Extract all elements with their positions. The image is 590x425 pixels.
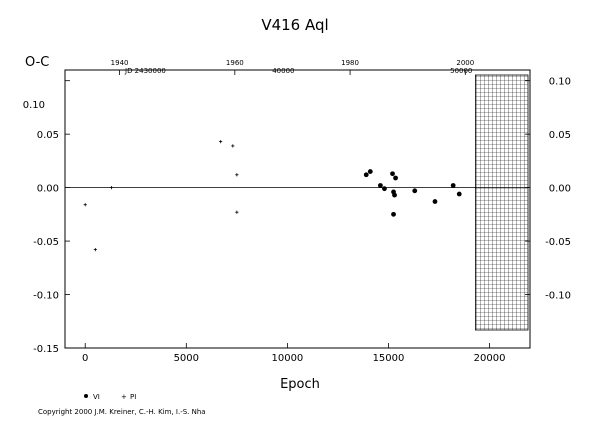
data-point-vi — [382, 186, 387, 192]
data-point-vi — [367, 169, 373, 174]
top-year-axis: 1940 1960 1980 2000 — [111, 59, 474, 75]
data-point-pi — [83, 203, 87, 207]
y-right-tick-label: 0.05 — [549, 130, 571, 141]
x-tick-label: 15000 — [373, 353, 405, 364]
legend-pi-label: PI — [130, 393, 136, 401]
year-tick-label: 1960 — [226, 59, 244, 67]
legend-vi-label: VI — [93, 393, 100, 401]
y-tick-label: -0.15 — [33, 344, 59, 355]
data-point-pi — [235, 210, 239, 214]
data-point-pi — [231, 144, 235, 148]
y-right-tick-label: -0.10 — [545, 291, 571, 302]
data-point-vi — [432, 199, 438, 204]
x-tick-label: 20000 — [474, 353, 506, 364]
data-point-vi — [393, 175, 398, 181]
plot-frame — [64, 69, 531, 349]
y-tick-label: -0.05 — [33, 237, 59, 248]
x-tick-label: 5000 — [174, 353, 199, 364]
y-axis-right-ticks: 0.10 0.05 0.00 -0.05 -0.10 — [525, 77, 571, 302]
y-right-tick-label: 0.10 — [549, 77, 571, 88]
y-tick-label: 0.00 — [37, 184, 59, 195]
data-point-vi — [363, 172, 369, 178]
y-top-left-label: 0.10 — [23, 100, 45, 111]
data-point-vi — [391, 211, 396, 217]
y-tick-label: 0.05 — [37, 130, 59, 141]
data-point-pi — [93, 248, 97, 252]
legend-pi-marker: + — [121, 393, 127, 401]
y-axis-label: O-C — [25, 55, 49, 70]
data-point-vi — [450, 183, 456, 188]
x-tick-label: 0 — [82, 353, 88, 364]
year-tick-label: 1940 — [111, 59, 129, 67]
chart-title: V416 Aql — [261, 16, 328, 34]
jd-tick-label: 50000 — [450, 67, 472, 75]
data-point-pi — [109, 186, 114, 190]
data-point-pi — [219, 140, 223, 144]
year-tick-label: 2000 — [456, 59, 474, 67]
data-point-vi — [456, 191, 462, 197]
x-axis-ticks: 0 5000 10000 15000 20000 — [82, 343, 505, 364]
y-axis-ticks: 0.05 0.00 -0.05 -0.10 -0.15 — [33, 80, 70, 355]
jd-axis: 40000 50000 — [272, 67, 472, 75]
data-point-vi — [377, 183, 383, 188]
data-point-vi — [392, 192, 397, 198]
y-right-tick-label: 0.00 — [549, 184, 571, 195]
year-tick-label: 1980 — [341, 59, 359, 67]
x-axis-label: Epoch — [280, 377, 320, 392]
jd-label: JD 2430000 — [124, 67, 166, 75]
hatched-region — [475, 74, 529, 331]
x-tick-label: 10000 — [271, 353, 303, 364]
y-tick-label: -0.10 — [33, 291, 59, 302]
jd-tick-label: 40000 — [272, 67, 294, 75]
legend-vi-marker — [84, 394, 88, 398]
data-point-pi — [235, 173, 239, 177]
data-point-vi — [390, 171, 395, 177]
data-points — [83, 140, 462, 252]
y-right-tick-label: -0.05 — [545, 237, 571, 248]
data-point-vi — [412, 188, 418, 194]
legend: VI + PI — [84, 393, 136, 401]
copyright-text: Copyright 2000 J.M. Kreiner, C.-H. Kim, … — [38, 408, 206, 416]
